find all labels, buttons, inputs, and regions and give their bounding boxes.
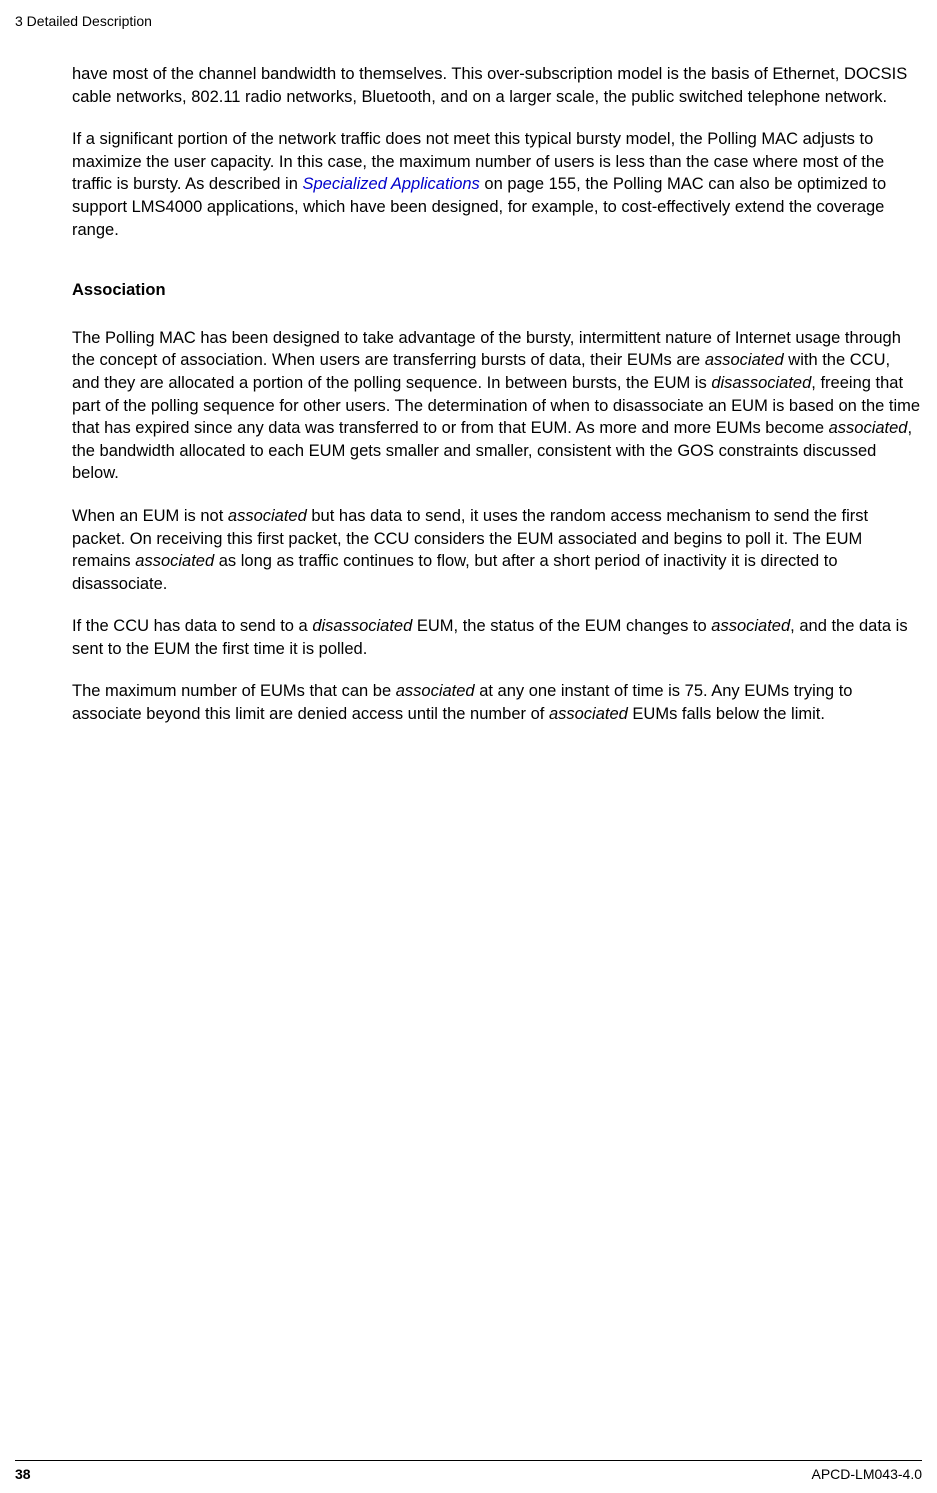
paragraph-1: have most of the channel bandwidth to th…: [72, 63, 922, 108]
page-footer: 38 APCD-LM043-4.0: [0, 1460, 937, 1482]
page-number: 38: [15, 1466, 31, 1482]
para6-italic-1: associated: [396, 682, 475, 700]
paragraph-6: The maximum number of EUMs that can be a…: [72, 680, 922, 725]
paragraph-5: If the CCU has data to send to a disasso…: [72, 615, 922, 660]
paragraph-3: The Polling MAC has been designed to tak…: [72, 327, 922, 485]
paragraph-2: If a significant portion of the network …: [72, 128, 922, 241]
para4-italic-2: associated: [135, 552, 214, 570]
heading-association: Association: [72, 279, 922, 302]
link-specialized-applications[interactable]: Specialized Applications: [302, 175, 479, 193]
para3-italic-3: associated: [829, 419, 908, 437]
para5-italic-1: disassociated: [312, 617, 412, 635]
para3-italic-1: associated: [705, 351, 784, 369]
para6-text-1: The maximum number of EUMs that can be: [72, 682, 396, 700]
para6-text-3: EUMs falls below the limit.: [628, 705, 825, 723]
para4-italic-1: associated: [228, 507, 307, 525]
para5-italic-2: associated: [711, 617, 790, 635]
para6-italic-2: associated: [549, 705, 628, 723]
para3-italic-2: disassociated: [711, 374, 811, 392]
para5-text-2: EUM, the status of the EUM changes to: [412, 617, 711, 635]
document-id: APCD-LM043-4.0: [812, 1466, 923, 1482]
paragraph-4: When an EUM is not associated but has da…: [72, 505, 922, 595]
footer-divider: [15, 1460, 922, 1461]
header-title: 3 Detailed Description: [15, 13, 152, 29]
para5-text-1: If the CCU has data to send to a: [72, 617, 312, 635]
page-content: have most of the channel bandwidth to th…: [72, 63, 922, 746]
footer-content: 38 APCD-LM043-4.0: [0, 1466, 937, 1482]
para4-text-1: When an EUM is not: [72, 507, 228, 525]
